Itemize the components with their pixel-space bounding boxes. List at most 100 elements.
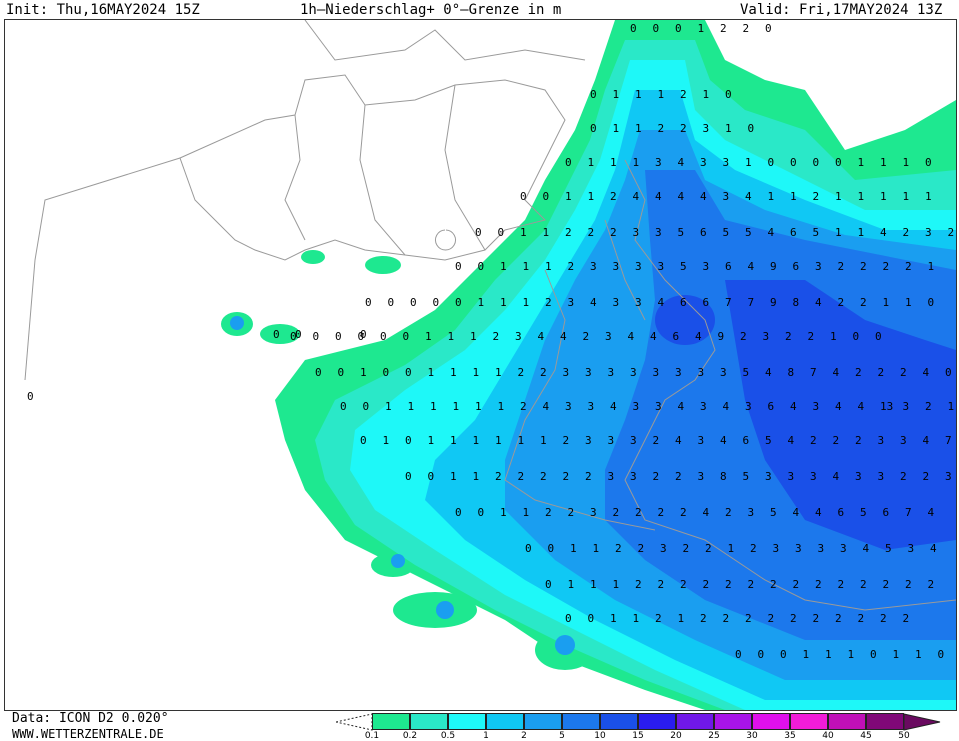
grid-value-label: 1 [498,400,505,413]
grid-value-label: 2 [785,330,792,343]
grid-value-label: 0 [403,330,410,343]
grid-value-label: 6 [790,226,797,239]
grid-value-label: 1 [948,400,955,413]
grid-value-label: 4 [655,190,662,203]
grid-value-label: 0 [545,578,552,591]
legend-tick-label: 45 [860,731,872,741]
grid-value-label: 3 [635,296,642,309]
grid-value-label: 1 [658,88,665,101]
grid-value-label: 4 [610,400,617,413]
grid-value-label: 3 [795,542,802,555]
grid-value-label: 6 [725,260,732,273]
grid-value-label: 2 [495,470,502,483]
grid-value-label: 6 [673,330,680,343]
grid-value-label: 3 [590,260,597,273]
grid-value-label: 1 [428,434,435,447]
legend-tick-label: 0.2 [402,731,418,741]
grid-value-label: 0 [383,366,390,379]
legend-swatch [448,713,486,730]
grid-value-label: 3 [588,400,595,413]
grid-value-label: 3 [900,434,907,447]
init-time: Init: Thu,16MAY2024 15Z [6,2,200,18]
grid-value-label: 1 [633,156,640,169]
grid-value-label: 1 [858,190,865,203]
grid-value-label: 1 [475,400,482,413]
grid-value-label: 1 [523,506,530,519]
grid-value-label: 3 [633,226,640,239]
grid-value-label: 1 [835,190,842,203]
grid-value-label: 0 [525,542,532,555]
grid-value-label: 2 [855,434,862,447]
grid-value-label: 8 [793,296,800,309]
grid-value-label: 1 [903,190,910,203]
grid-value-label: 3 [703,260,710,273]
grid-value-label: 1 [915,648,922,661]
grid-value-label: 1 [703,88,710,101]
grid-value-label: 1 [825,648,832,661]
grid-value-label: 1 [540,434,547,447]
grid-value-label: 1 [883,296,890,309]
grid-value-label: 0 [405,470,412,483]
grid-value-label: 1 [473,470,480,483]
grid-value-label: 1 [593,542,600,555]
legend-tick-label: 50 [898,731,910,741]
grid-value-label: 4 [628,330,635,343]
grid-value-label: 3 [840,542,847,555]
grid-value-label: 1 [590,578,597,591]
legend-tick-label: 25 [708,731,720,741]
grid-value-label: 0 [945,366,952,379]
grid-value-label: 4 [695,330,702,343]
grid-value-label: 3 [675,366,682,379]
grid-value-label: 2 [838,578,845,591]
grid-value-label: 1 [725,122,732,135]
grid-value-label: 2 [635,578,642,591]
grid-value-label: 2 [835,612,842,625]
grid-value-label: 3 [630,366,637,379]
grid-value-label: 2 [700,612,707,625]
grid-value-label: 2 [653,470,660,483]
legend-tick-label: 0.1 [364,731,380,741]
grid-value-label: 0 [335,330,342,343]
grid-value-label: 3 [763,330,770,343]
grid-value-label: 1 [768,190,775,203]
grid-value-label: 3 [788,470,795,483]
grid-value-label: 3 [878,470,885,483]
grid-value-label: 2 [680,88,687,101]
grid-value-label: 6 [743,434,750,447]
grid-value-label: 1 [570,542,577,555]
grid-value-label: 5 [723,226,730,239]
grid-value-label: 3 [660,542,667,555]
grid-value-label: 3 [613,296,620,309]
grid-value-label: 0 [358,330,365,343]
legend-swatch [866,713,904,730]
grid-value-label: 1 [893,648,900,661]
legend-tick-label: 15 [632,731,644,741]
grid-value-label: 2 [860,296,867,309]
grid-value-label: 0 [428,470,435,483]
grid-value-label: 6 [700,226,707,239]
grid-value-label: 1 [453,400,460,413]
grid-value-label: 4 [815,296,822,309]
grid-value-label: 1 [523,296,530,309]
grid-value-label: 1 [408,400,415,413]
grid-value-label: 2 [768,612,775,625]
legend-swatch [410,713,448,730]
grid-value-label: 1 [613,122,620,135]
grid-value-label: 4 [815,506,822,519]
grid-value-label: 3 [723,190,730,203]
grid-value-label: 3 [608,366,615,379]
grid-value-label: 3 [655,400,662,413]
grid-value-label: 5 [745,226,752,239]
color-legend: 0.1 0.2 0.5 1 2 5 10 15 20 25 30 35 40 45 50 [336,712,956,741]
zero-label: 0 [295,328,302,341]
grid-value-label: 3 [698,366,705,379]
grid-value-label: 2 [748,578,755,591]
legend-tick-label: 35 [784,731,796,741]
grid-value-label: 1 [523,260,530,273]
grid-value-label: 2 [878,366,885,379]
grid-value-label: 3 [608,470,615,483]
grid-value-label: 2 [655,612,662,625]
legend-tick-label: 0.5 [440,731,456,741]
grid-value-label: 7 [810,366,817,379]
grid-value-label: 2 [658,506,665,519]
